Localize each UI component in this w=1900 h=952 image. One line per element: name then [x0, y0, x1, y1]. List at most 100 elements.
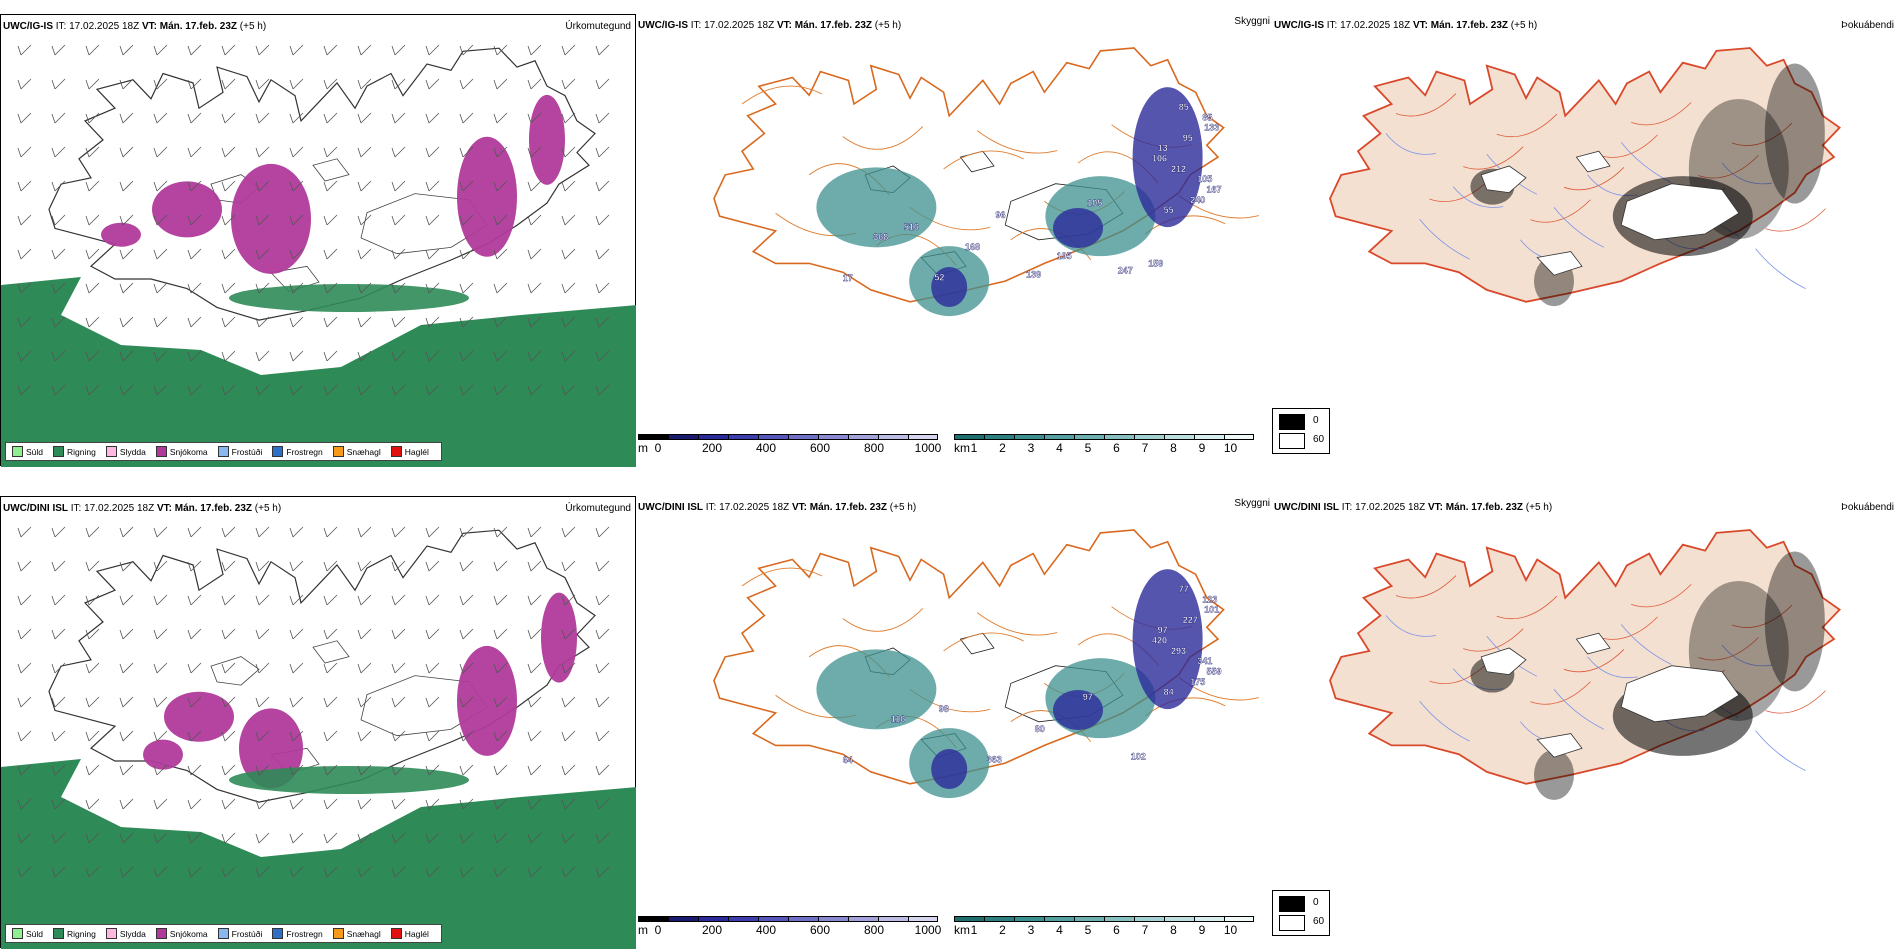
wind-barb [17, 696, 32, 708]
wind-barb [391, 180, 406, 192]
legend-label: Snæhagl [346, 928, 381, 939]
wind-barb [493, 44, 508, 56]
wind-barb [357, 526, 372, 538]
wind-barb [425, 798, 440, 810]
river [1587, 656, 1638, 679]
wind-barb [561, 628, 576, 640]
wind-barb [391, 696, 406, 708]
wind-barb [221, 350, 236, 362]
river [1385, 615, 1437, 637]
wind-barb [289, 316, 304, 328]
wind-barb [561, 248, 576, 260]
colorbar-tick-label: 4 [1056, 923, 1063, 937]
fog-legend: 0 60 [1272, 890, 1330, 936]
road [1496, 113, 1558, 138]
colorbar-ticks: km 1 2 3 4 5 6 7 8 9 10 [954, 922, 1254, 937]
wind-barb [391, 594, 406, 606]
snow-area [457, 645, 517, 756]
wind-barb [527, 730, 542, 742]
colorbar-tick-label: 3 [1027, 441, 1035, 455]
lead-time: (+5 h) [1525, 502, 1553, 513]
wind-barb [255, 832, 270, 844]
wind-barb [595, 560, 610, 572]
wind-barb [459, 282, 474, 294]
wind-barb [17, 594, 32, 606]
legend-swatch [217, 928, 229, 939]
wind-barb [51, 764, 66, 776]
wind-barb [595, 798, 610, 810]
wind-barb [289, 696, 304, 708]
wind-barb [357, 696, 372, 708]
wind-barb [51, 730, 66, 742]
wind-barb [459, 78, 474, 90]
wind-barb [221, 248, 236, 260]
wind-barb [323, 526, 338, 538]
visibility-label: 97 [1158, 625, 1168, 635]
wind-barb [561, 316, 576, 328]
legend-swatch [12, 928, 23, 939]
wind-barb [85, 78, 100, 90]
wind-barb [119, 696, 134, 708]
snow-area [164, 691, 234, 742]
wind-barb [391, 44, 406, 56]
it-label: IT: [1326, 20, 1338, 31]
wind-barb [119, 248, 134, 260]
it-label: IT: [1341, 502, 1353, 513]
wind-barb [391, 316, 406, 328]
legend-swatch [390, 928, 402, 939]
field-name: Skyggni [1234, 16, 1270, 27]
road [1463, 628, 1524, 652]
wind-barb [561, 730, 576, 742]
wind-barb [255, 214, 270, 226]
colorbar-segment [758, 916, 788, 922]
visibility-label: 123 [1202, 594, 1217, 604]
wind-barb [17, 866, 32, 878]
wind-barb [187, 560, 202, 572]
snow-area [101, 222, 141, 247]
wind-barb [595, 832, 610, 844]
wind-barb [323, 146, 338, 158]
wind-barb [289, 628, 304, 640]
wind-barb [527, 316, 542, 328]
visibility-label: 85 [1179, 102, 1189, 112]
colorbar-tick-label: 10 [1223, 923, 1238, 937]
precip-panel: UWC/DINI ISL IT: 17.02.2025 18Z VT: Mán.… [0, 496, 637, 949]
river [1721, 162, 1773, 185]
wind-barb [323, 214, 338, 226]
visibility-label: 55 [1164, 205, 1174, 215]
wind-barb [459, 730, 474, 742]
colorbar-segment [1164, 434, 1194, 440]
vis-panel: UWC/DINI ISL IT: 17.02.2025 18Z VT: Mán.… [636, 482, 1272, 952]
wind-barb [119, 560, 134, 572]
glacier-outline [270, 265, 320, 293]
glacier-outline [1620, 183, 1740, 241]
wind-barb [85, 730, 100, 742]
wind-barb [323, 730, 338, 742]
vt-value: Mán. 17.feb. 23Z [1430, 20, 1508, 31]
wind-barb [85, 384, 100, 396]
it-label: IT: [705, 502, 717, 513]
wind-barb [255, 764, 270, 776]
wind-barb [51, 350, 66, 362]
visibility-label: 102 [1131, 752, 1146, 762]
panel-title: UWC/DINI ISL IT: 17.02.2025 18Z VT: Mán.… [3, 503, 281, 514]
wind-barb [425, 628, 440, 640]
wind-barb [595, 146, 610, 158]
wind-barb [85, 798, 100, 810]
wind-barb [561, 832, 576, 844]
colorbar-ticks: km 1 2 3 4 5 6 7 8 9 10 [954, 440, 1254, 455]
wind-barb [187, 78, 202, 90]
colorbar-tick-label: 800 [863, 923, 885, 937]
wind-barb [493, 112, 508, 124]
wind-barb [595, 112, 610, 124]
wind-barb [153, 384, 168, 396]
wind-barb [561, 214, 576, 226]
wind-barb [391, 730, 406, 742]
colorbar-unit: m [638, 441, 648, 455]
wind-barb [459, 44, 474, 56]
wind-barb [527, 764, 542, 776]
vis-panel: UWC/IG-IS IT: 17.02.2025 18Z VT: Mán. 17… [636, 0, 1272, 470]
wind-barb [255, 866, 270, 878]
wind-barb [51, 214, 66, 226]
wind-barb [187, 696, 202, 708]
